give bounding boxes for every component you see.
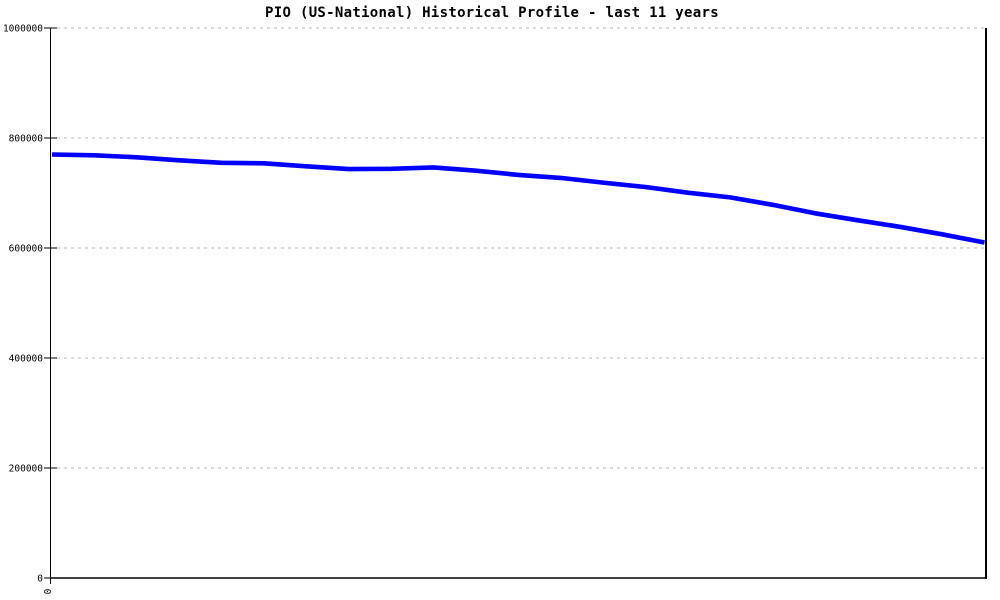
y-tick-label: 400000 [9, 354, 44, 365]
y-tick-label: 1000000 [3, 24, 43, 35]
x-tick-label: 0 [43, 588, 54, 594]
y-tick-label: 800000 [9, 134, 44, 145]
y-tick-label: 600000 [9, 244, 44, 255]
y-tick-label: 200000 [9, 464, 44, 475]
chart-title: PIO (US-National) Historical Profile - l… [265, 5, 719, 21]
y-tick-label: 0 [37, 574, 43, 585]
data-series-line [51, 152, 985, 245]
